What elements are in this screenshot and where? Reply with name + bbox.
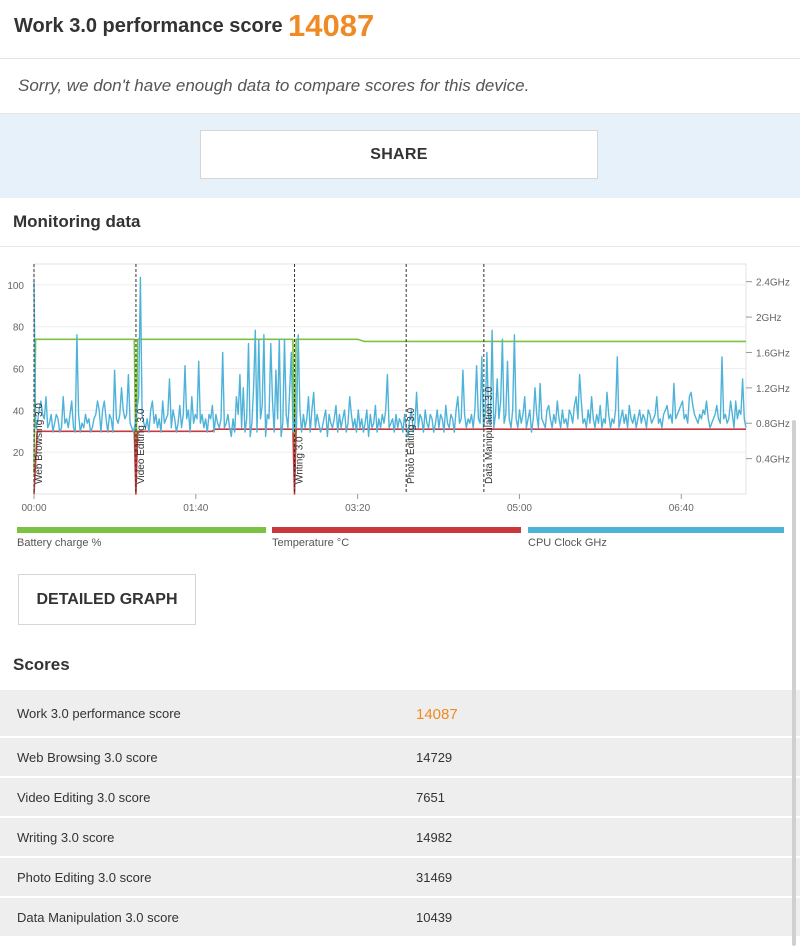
section-label: Video Editing 3.0 bbox=[136, 408, 147, 484]
score-row: Video Editing 3.0 score 7651 bbox=[0, 777, 800, 817]
score-value: 14729 bbox=[416, 750, 453, 765]
monitoring-title: Monitoring data bbox=[13, 212, 141, 231]
score-value: 10439 bbox=[416, 910, 453, 925]
score-label: Writing 3.0 score bbox=[17, 830, 115, 845]
section-label: Writing 3.0 bbox=[295, 436, 306, 484]
legend-label-battery: Battery charge % bbox=[17, 537, 102, 549]
score-value: 7651 bbox=[416, 790, 445, 805]
share-band: SHARE bbox=[0, 114, 800, 198]
score-row: Photo Editing 3.0 score 31469 bbox=[0, 857, 800, 897]
score-value: 14087 bbox=[416, 706, 458, 723]
notice-text: Sorry, we don't have enough data to comp… bbox=[18, 76, 530, 95]
y-left-tick-label: 40 bbox=[13, 406, 25, 417]
detailed-graph-button[interactable]: DETAILED GRAPH bbox=[18, 574, 196, 625]
y-right-tick-label: 1.2GHz bbox=[756, 384, 790, 395]
score-label: Work 3.0 performance score bbox=[17, 706, 181, 721]
y-left-tick-label: 80 bbox=[13, 323, 25, 334]
score-value: 14982 bbox=[416, 830, 453, 845]
legend-swatch-battery bbox=[17, 527, 266, 533]
comparison-notice: Sorry, we don't have enough data to comp… bbox=[0, 59, 800, 114]
y-left-tick-label: 100 bbox=[7, 281, 24, 292]
x-tick-label: 01:40 bbox=[183, 503, 208, 514]
scores-table: Work 3.0 performance score 14087 Web Bro… bbox=[0, 689, 800, 937]
score-label: Data Manipulation 3.0 score bbox=[17, 910, 179, 925]
page-scrollbar[interactable] bbox=[792, 420, 796, 946]
section-label: Data Manipulation 3.0 bbox=[484, 386, 495, 484]
monitoring-chart: 20 40 60 80 100 0.4GHz 0.8GHz 1.2GHz 1.6GHz 2GHz 2… bbox=[7, 263, 790, 514]
series-line-temperature bbox=[33, 428, 746, 495]
y-right-tick-label: 2.4GHz bbox=[756, 278, 790, 289]
score-label: Web Browsing 3.0 score bbox=[17, 750, 158, 765]
series-line-cpu bbox=[33, 276, 747, 438]
legend-label-temperature: Temperature °C bbox=[272, 537, 350, 549]
score-label: Photo Editing 3.0 score bbox=[17, 870, 152, 885]
x-tick-label: 05:00 bbox=[507, 503, 532, 514]
y-right-tick-label: 0.8GHz bbox=[756, 419, 790, 430]
monitoring-header: Monitoring data bbox=[0, 198, 800, 247]
legend-swatch-cpu bbox=[528, 527, 784, 533]
x-tick-label: 03:20 bbox=[345, 503, 370, 514]
score-label: Video Editing 3.0 score bbox=[17, 790, 151, 805]
score-row: Web Browsing 3.0 score 14729 bbox=[0, 737, 800, 777]
section-label: Web Browsing 3.0 bbox=[34, 403, 45, 484]
score-value: 31469 bbox=[416, 870, 453, 885]
x-tick-label: 00:00 bbox=[21, 503, 46, 514]
series-line-battery bbox=[33, 338, 746, 474]
y-left-tick-label: 60 bbox=[13, 365, 25, 376]
y-right-tick-label: 0.4GHz bbox=[756, 455, 790, 466]
score-row: Data Manipulation 3.0 score 10439 bbox=[0, 897, 800, 937]
score-row: Work 3.0 performance score 14087 bbox=[0, 689, 800, 737]
scores-title: Scores bbox=[13, 655, 70, 674]
page-title: Work 3.0 performance score bbox=[14, 15, 283, 37]
share-button[interactable]: SHARE bbox=[200, 130, 598, 179]
legend-swatch-temperature bbox=[272, 527, 521, 533]
y-right-tick-label: 2GHz bbox=[756, 313, 782, 324]
section-label: Photo Editing 3.0 bbox=[406, 407, 417, 484]
score-row: Writing 3.0 score 14982 bbox=[0, 817, 800, 857]
y-right-tick-label: 1.6GHz bbox=[756, 348, 790, 359]
legend-label-cpu: CPU Clock GHz bbox=[528, 537, 607, 549]
x-tick-label: 06:40 bbox=[669, 503, 694, 514]
score-header: Work 3.0 performance score 14087 bbox=[0, 0, 800, 59]
y-left-tick-label: 20 bbox=[13, 448, 25, 459]
overall-score: 14087 bbox=[288, 8, 375, 43]
